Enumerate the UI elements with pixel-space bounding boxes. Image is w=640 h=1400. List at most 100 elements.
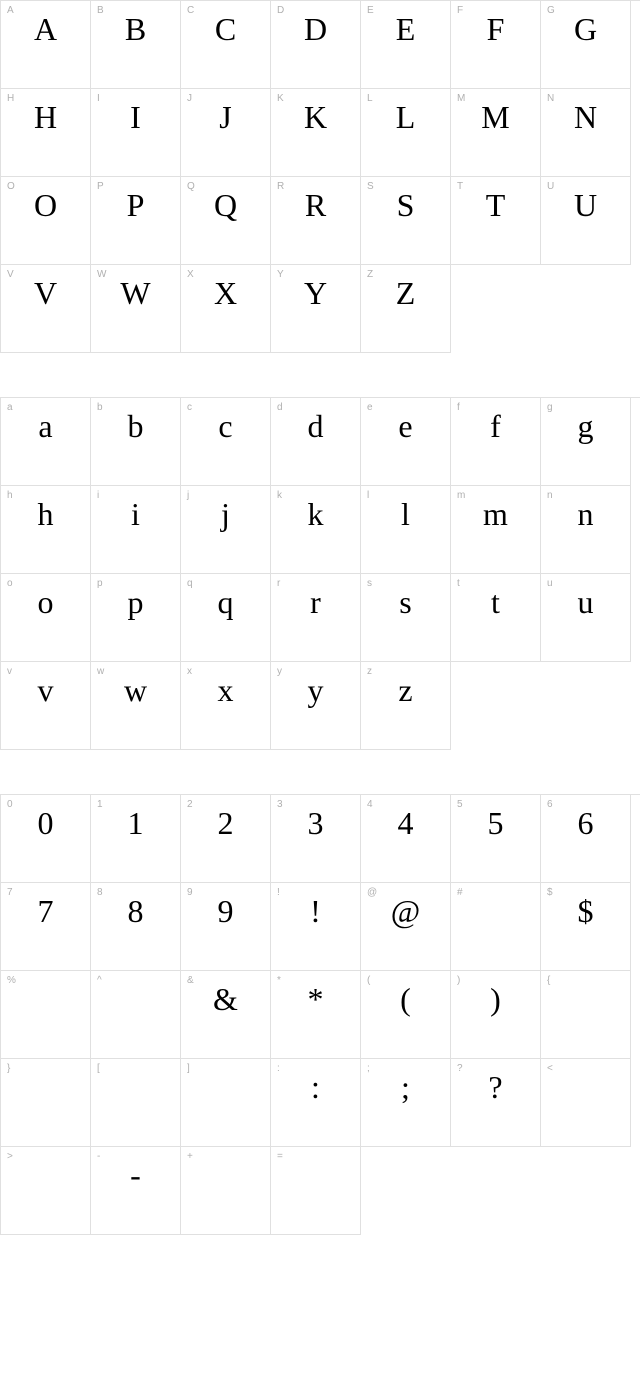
glyph-cell: 11 xyxy=(91,795,181,883)
glyph-cell: UU xyxy=(541,177,631,265)
glyph-display: ) xyxy=(451,979,540,1019)
glyph-cell: ;; xyxy=(361,1059,451,1147)
glyph-cell: 00 xyxy=(1,795,91,883)
glyph-cell: rr xyxy=(271,574,361,662)
key-label: < xyxy=(547,1063,553,1074)
glyph-cell: ** xyxy=(271,971,361,1059)
glyph-cell: XX xyxy=(181,265,271,353)
glyph-display: h xyxy=(1,494,90,534)
glyph-display: B xyxy=(91,9,180,49)
glyph-display: j xyxy=(181,494,270,534)
glyph-display: c xyxy=(181,406,270,446)
glyph-display: @ xyxy=(361,891,450,931)
glyph-display: W xyxy=(91,273,180,313)
glyph-grid: AABBCCDDEEFFGGHHIIJJKKLLMMNNOOPPQQRRSSTT… xyxy=(0,0,640,353)
glyph-display: J xyxy=(181,97,270,137)
glyph-display: Z xyxy=(361,273,450,313)
glyph-cell: KK xyxy=(271,89,361,177)
glyph-cell: pp xyxy=(91,574,181,662)
glyph-cell: ] xyxy=(181,1059,271,1147)
glyph-cell: VV xyxy=(1,265,91,353)
glyph-cell: + xyxy=(181,1147,271,1235)
glyph-display: D xyxy=(271,9,360,49)
key-label: + xyxy=(187,1151,193,1162)
glyph-display: E xyxy=(361,9,450,49)
glyph-cell: JJ xyxy=(181,89,271,177)
glyph-cell: dd xyxy=(271,398,361,486)
glyph-display: m xyxy=(451,494,540,534)
glyph-cell: YY xyxy=(271,265,361,353)
glyph-cell: 33 xyxy=(271,795,361,883)
glyph-display: T xyxy=(451,185,540,225)
glyph-cell: !! xyxy=(271,883,361,971)
glyph-display: 5 xyxy=(451,803,540,843)
glyph-cell: GG xyxy=(541,1,631,89)
glyph-cell: < xyxy=(541,1059,631,1147)
glyph-display: d xyxy=(271,406,360,446)
glyph-display: M xyxy=(451,97,540,137)
glyph-cell: # xyxy=(451,883,541,971)
glyph-cell: cc xyxy=(181,398,271,486)
glyph-display: X xyxy=(181,273,270,313)
glyph-cell: 55 xyxy=(451,795,541,883)
glyph-display: ! xyxy=(271,891,360,931)
glyph-display: * xyxy=(271,979,360,1019)
glyph-display: & xyxy=(181,979,270,1019)
glyph-cell: oo xyxy=(1,574,91,662)
key-label: > xyxy=(7,1151,13,1162)
glyph-display: g xyxy=(541,406,630,446)
glyph-display: s xyxy=(361,582,450,622)
glyph-cell: { xyxy=(541,971,631,1059)
glyph-cell: ZZ xyxy=(361,265,451,353)
glyph-grid: 00112233445566778899!!@@#$$%^&&**(()){}[… xyxy=(0,794,640,1235)
glyph-cell: :: xyxy=(271,1059,361,1147)
glyph-cell: tt xyxy=(451,574,541,662)
glyph-cell: PP xyxy=(91,177,181,265)
glyph-cell: ee xyxy=(361,398,451,486)
glyph-display: : xyxy=(271,1067,360,1107)
glyph-cell: jj xyxy=(181,486,271,574)
glyph-display: ? xyxy=(451,1067,540,1107)
glyph-cell: BB xyxy=(91,1,181,89)
glyph-display: y xyxy=(271,670,360,710)
glyph-display: R xyxy=(271,185,360,225)
key-label: # xyxy=(457,887,463,898)
glyph-display: P xyxy=(91,185,180,225)
glyph-cell: mm xyxy=(451,486,541,574)
glyph-display: 1 xyxy=(91,803,180,843)
glyph-display: O xyxy=(1,185,90,225)
glyph-cell: bb xyxy=(91,398,181,486)
glyph-cell: HH xyxy=(1,89,91,177)
glyph-cell: ll xyxy=(361,486,451,574)
glyph-cell: (( xyxy=(361,971,451,1059)
glyph-cell: MM xyxy=(451,89,541,177)
glyph-display: x xyxy=(181,670,270,710)
glyph-display: C xyxy=(181,9,270,49)
glyph-display: A xyxy=(1,9,90,49)
glyph-display: G xyxy=(541,9,630,49)
glyph-cell: II xyxy=(91,89,181,177)
glyph-display: $ xyxy=(541,891,630,931)
glyph-cell: CC xyxy=(181,1,271,89)
glyph-cell: 66 xyxy=(541,795,631,883)
key-label: { xyxy=(547,975,550,986)
glyph-cell: = xyxy=(271,1147,361,1235)
glyph-grid: aabbccddeeffgghhiijjkkllmmnnooppqqrrsstt… xyxy=(0,397,640,750)
glyph-display: a xyxy=(1,406,90,446)
glyph-display: 0 xyxy=(1,803,90,843)
glyph-cell: % xyxy=(1,971,91,1059)
glyph-cell: SS xyxy=(361,177,451,265)
glyph-cell: RR xyxy=(271,177,361,265)
glyph-display: Q xyxy=(181,185,270,225)
glyph-display: K xyxy=(271,97,360,137)
section-uppercase: AABBCCDDEEFFGGHHIIJJKKLLMMNNOOPPQQRRSSTT… xyxy=(0,0,640,353)
glyph-cell: ss xyxy=(361,574,451,662)
glyph-cell: ?? xyxy=(451,1059,541,1147)
glyph-display: 4 xyxy=(361,803,450,843)
glyph-display: H xyxy=(1,97,90,137)
key-label: } xyxy=(7,1063,10,1074)
glyph-cell: 77 xyxy=(1,883,91,971)
character-map: AABBCCDDEEFFGGHHIIJJKKLLMMNNOOPPQQRRSSTT… xyxy=(0,0,640,1235)
glyph-display: b xyxy=(91,406,180,446)
key-label: % xyxy=(7,975,16,986)
